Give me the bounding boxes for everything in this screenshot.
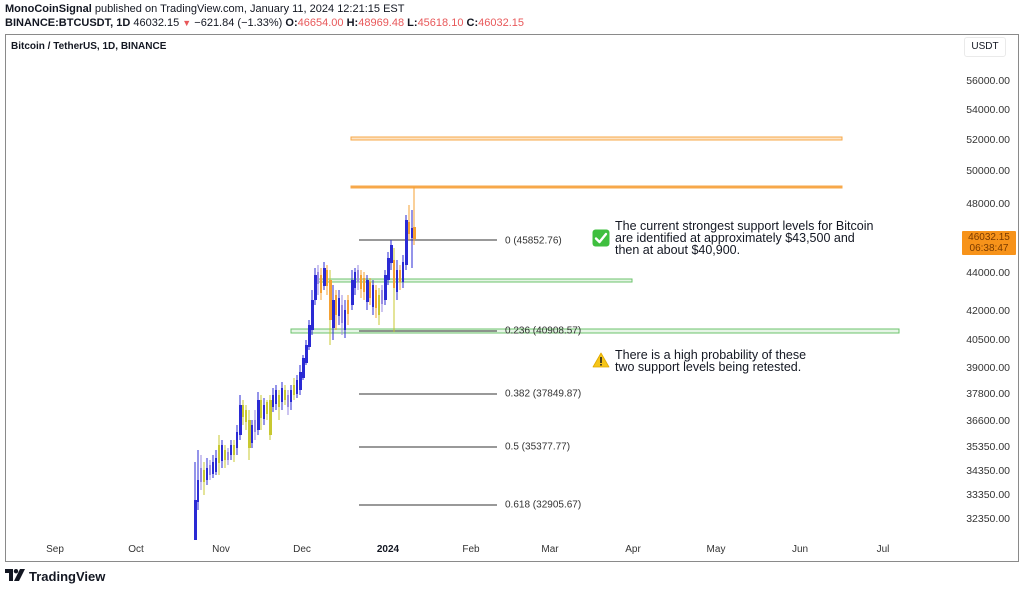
x-tick: Mar xyxy=(541,544,559,555)
resistance-zone-lower[interactable] xyxy=(350,185,843,189)
y-tick: 37800.00 xyxy=(966,388,1010,400)
y-tick: 36600.00 xyxy=(966,415,1010,427)
candlestick-series[interactable] xyxy=(194,187,416,540)
x-tick: Dec xyxy=(293,544,311,555)
current-price: 46032.15 xyxy=(968,232,1010,243)
x-tick: May xyxy=(706,544,726,555)
open-label: O: xyxy=(285,17,298,29)
low-label: L: xyxy=(407,17,418,29)
time-axis[interactable]: Sep Oct Nov Dec 2024 Feb Mar Apr May Jun… xyxy=(6,544,952,560)
x-tick: Apr xyxy=(625,544,641,555)
support-zone-40900[interactable] xyxy=(290,328,900,334)
last-price: 46032.15 xyxy=(133,17,180,29)
x-tick: Feb xyxy=(462,544,480,555)
chart-title: Bitcoin / TetherUS, 1D, BINANCE xyxy=(11,41,167,52)
currency-button[interactable]: USDT xyxy=(964,37,1006,57)
price-change: −621.84 (−1.33%) xyxy=(194,17,283,29)
support-note-line-3: then at about $40,900. xyxy=(615,243,741,257)
tradingview-brand: TradingView xyxy=(29,569,106,584)
support-zone-43500[interactable] xyxy=(317,278,633,283)
y-tick: 56000.00 xyxy=(966,75,1010,87)
y-tick: 40500.00 xyxy=(966,334,1010,346)
open-value: 46654.00 xyxy=(297,17,344,29)
fib-label-0: 0 (45852.76) xyxy=(505,235,562,247)
y-tick: 52000.00 xyxy=(966,134,1010,146)
high-value: 48969.48 xyxy=(358,17,405,29)
y-tick: 54000.00 xyxy=(966,104,1010,116)
author-name[interactable]: MonoCoinSignal xyxy=(5,3,92,15)
y-tick: 50000.00 xyxy=(966,165,1010,177)
resistance-zone-upper[interactable] xyxy=(350,136,843,141)
chart-frame[interactable] xyxy=(5,34,1019,562)
close-label: C: xyxy=(466,17,479,29)
retest-note[interactable]: There is a high probability of these two… xyxy=(592,349,892,377)
y-tick: 48000.00 xyxy=(966,198,1010,210)
symbol-label: BINANCE:BTCUSDT, 1D xyxy=(5,17,131,29)
low-value: 45618.10 xyxy=(417,17,464,29)
y-tick: 33350.00 xyxy=(966,489,1010,501)
y-tick: 42000.00 xyxy=(966,305,1010,317)
warning-icon xyxy=(592,352,610,370)
x-tick: Oct xyxy=(128,544,144,555)
x-tick-year: 2024 xyxy=(376,544,400,555)
x-tick: Nov xyxy=(212,544,230,555)
fib-label-05: 0.5 (35377.77) xyxy=(505,441,571,453)
published-text: published on TradingView.com, January 11… xyxy=(94,3,405,15)
tradingview-logo-icon xyxy=(5,569,25,584)
down-triangle-icon: ▼ xyxy=(182,18,192,28)
y-tick: 35350.00 xyxy=(966,441,1010,453)
fib-label-0236: 0.236 (40908.57) xyxy=(505,325,582,337)
symbol-info-bar: BINANCE:BTCUSDT, 1D 46032.15 ▼ −621.84 (… xyxy=(5,17,524,29)
y-tick: 44000.00 xyxy=(966,267,1010,279)
support-note-line-2: are identified at approximately $43,500 … xyxy=(615,231,855,245)
y-tick: 39000.00 xyxy=(966,362,1010,374)
fib-label-0382: 0.382 (37849.87) xyxy=(505,388,582,400)
close-value: 46032.15 xyxy=(478,17,525,29)
tradingview-logo[interactable]: TradingView xyxy=(5,569,105,584)
bar-countdown: 06:38:47 xyxy=(969,243,1009,254)
high-label: H: xyxy=(346,17,359,29)
support-note-line-1: The current strongest support levels for… xyxy=(615,219,874,233)
x-tick: Sep xyxy=(46,544,64,555)
x-tick: Jun xyxy=(791,544,809,555)
retest-note-line-1: There is a high probability of these xyxy=(615,348,807,362)
y-tick: 34350.00 xyxy=(966,465,1010,477)
check-mark-icon xyxy=(592,229,610,249)
fib-label-0618: 0.618 (32905.67) xyxy=(505,499,582,511)
current-price-tag: 46032.15 06:38:47 xyxy=(962,231,1016,255)
retest-note-line-2: two support levels being retested. xyxy=(615,360,802,374)
y-tick: 32350.00 xyxy=(966,513,1010,525)
support-note[interactable]: The current strongest support levels for… xyxy=(592,220,892,260)
price-axis[interactable]: 56000.00 54000.00 52000.00 50000.00 4800… xyxy=(952,35,1018,561)
x-tick: Jul xyxy=(876,544,890,555)
publish-info: MonoCoinSignal published on TradingView.… xyxy=(5,3,404,15)
